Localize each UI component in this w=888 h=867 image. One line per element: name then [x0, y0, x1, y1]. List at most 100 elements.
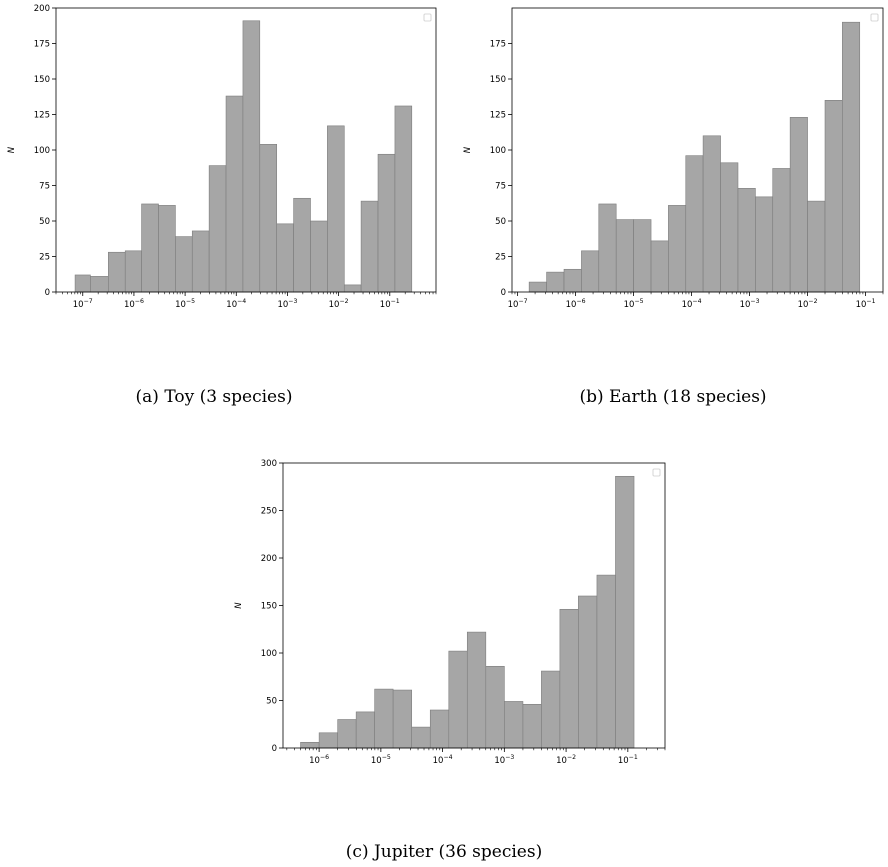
x-tick-label: 10−2 [798, 298, 818, 310]
histogram-bar [546, 271, 565, 293]
x-tick-label: 10−3 [740, 298, 760, 310]
histogram-bar [355, 711, 375, 749]
histogram-bar [598, 203, 617, 293]
y-tick-label: 100 [261, 649, 277, 659]
legend-box [423, 13, 432, 22]
histogram-bar [615, 475, 635, 749]
panel-caption: (c) Jupiter (36 species) [346, 842, 542, 862]
y-tick-label: 25 [39, 253, 50, 263]
y-axis-label: N [234, 602, 244, 609]
y-tick-label: 150 [34, 75, 50, 85]
histogram-bar [615, 219, 634, 293]
histogram-bar [668, 205, 687, 293]
histogram-bar [242, 20, 261, 293]
histogram-bar [528, 281, 547, 293]
histogram-bar [158, 205, 176, 293]
y-tick-label: 25 [495, 253, 506, 263]
histogram-bar [448, 650, 468, 749]
y-tick-label: 75 [39, 182, 50, 192]
histogram-bar [343, 284, 362, 293]
x-tick-label: 10−7 [508, 298, 528, 310]
y-tick-label: 50 [495, 217, 506, 227]
histogram-bar [685, 155, 704, 293]
legend-box [870, 13, 879, 22]
histogram-bar [141, 203, 159, 293]
y-tick-label: 175 [490, 40, 506, 50]
histogram-bar [702, 135, 721, 293]
y-tick-label: 125 [34, 111, 50, 121]
histogram-bar [504, 701, 524, 749]
x-tick-label: 10−4 [433, 754, 453, 766]
histogram-bar [578, 595, 598, 749]
y-tick-label: 50 [39, 217, 50, 227]
y-tick-label: 200 [261, 554, 277, 564]
histogram-bar [789, 117, 808, 293]
y-tick-label: 150 [490, 75, 506, 85]
histogram-bar [581, 250, 600, 293]
y-tick-label: 125 [490, 111, 506, 121]
histogram-bar [276, 223, 294, 293]
y-axis-label: N [7, 146, 17, 153]
histogram-bar [429, 709, 450, 749]
panel-caption: (b) Earth (18 species) [579, 387, 766, 407]
y-tick-label: 175 [34, 40, 50, 50]
y-axis-label: N [463, 146, 473, 153]
y-tick-label: 100 [490, 146, 506, 156]
histogram-bar [259, 144, 278, 293]
histogram-bar [650, 240, 669, 293]
x-tick-label: 10−2 [329, 298, 349, 310]
x-tick-label: 10−7 [73, 298, 93, 310]
histogram-bar [541, 670, 561, 749]
histogram-bar [842, 21, 861, 293]
x-tick-label: 10−5 [624, 298, 644, 310]
y-tick-label: 0 [272, 744, 277, 754]
x-tick-label: 10−5 [175, 298, 195, 310]
x-tick-label: 10−6 [566, 298, 586, 310]
histogram-bar [824, 100, 843, 293]
x-tick-label: 10−6 [124, 298, 144, 310]
chart-panel-c: 0 50 100 150 200 250 300 N 10−6 10−5 10−4 10−3 10−2 1… [234, 459, 666, 862]
histogram-bar [191, 230, 210, 293]
histogram-bar [485, 665, 505, 749]
histogram-bar [633, 219, 652, 293]
histogram-bar [293, 197, 311, 293]
histogram-bar [74, 274, 91, 293]
histogram-bar [377, 153, 396, 293]
y-tick-label: 0 [45, 288, 50, 298]
histogram-bar [300, 741, 320, 749]
histogram-bar [124, 250, 142, 293]
histogram-bar [374, 688, 394, 749]
histogram-bar [337, 719, 357, 749]
y-tick-label: 0 [501, 288, 506, 298]
histogram-bar [466, 631, 487, 749]
x-tick-label: 10−2 [556, 754, 576, 766]
x-tick-label: 10−4 [226, 298, 246, 310]
histogram-bar [392, 689, 413, 749]
chart-panel-b: 0 25 50 75 100 125 150 175 N 10−7 10−6 10−5 10−4 10−3… [463, 7, 884, 407]
histogram-bar [394, 105, 413, 293]
histogram-bar [175, 236, 193, 293]
x-tick-label: 10−5 [371, 754, 391, 766]
histogram-bar [90, 276, 109, 293]
x-tick-label: 10−6 [309, 754, 329, 766]
histogram-bar [807, 200, 826, 293]
y-tick-label: 200 [34, 4, 50, 14]
histogram-bar [772, 168, 791, 293]
histogram-bar [563, 268, 582, 293]
histogram-bar [411, 726, 431, 749]
legend-box [652, 468, 661, 477]
x-tick-label: 10−1 [618, 754, 638, 766]
y-tick-label: 250 [261, 507, 277, 517]
histogram-bar [327, 125, 345, 293]
x-tick-label: 10−3 [277, 298, 297, 310]
y-tick-label: 50 [266, 697, 277, 707]
histogram-bar [318, 732, 339, 749]
y-tick-label: 100 [34, 146, 50, 156]
histogram-bar [596, 574, 616, 749]
histogram-bar [720, 162, 739, 293]
histogram-bar [108, 251, 126, 293]
histogram-bar [755, 196, 774, 293]
chart-panel-a: 0 25 50 75 100 125 150 175 200 N 10−7 10−6 10−5 10−4 1… [7, 4, 437, 407]
x-tick-label: 10−1 [380, 298, 400, 310]
